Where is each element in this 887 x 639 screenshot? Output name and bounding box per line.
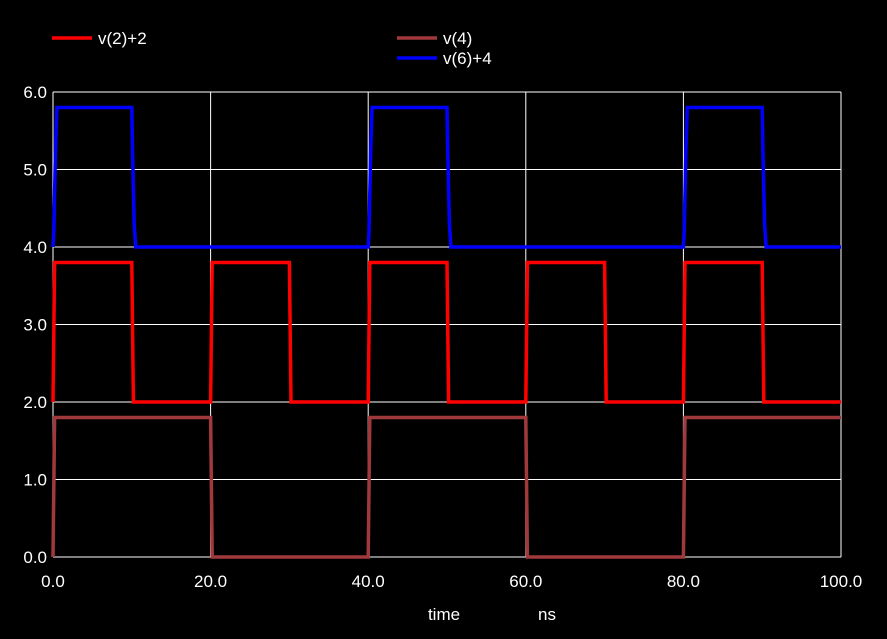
x-tick-label: 80.0 — [667, 572, 700, 591]
series-line-3 — [51, 105, 841, 249]
x-tick-label: 100.0 — [820, 572, 863, 591]
y-tick-label: 5.0 — [23, 161, 47, 180]
legend-label: v(2)+2 — [98, 29, 147, 48]
y-tick-label: 6.0 — [23, 83, 47, 102]
series-line-1 — [51, 260, 841, 404]
series-layer — [51, 105, 841, 559]
x-axis-unit: ns — [538, 605, 556, 624]
x-tick-label: 20.0 — [194, 572, 227, 591]
y-tick-label: 4.0 — [23, 238, 47, 257]
legend: v(2)+2 v(4)v(6)+4 — [52, 29, 492, 68]
y-tick-label: 0.0 — [23, 548, 47, 567]
x-tick-label: 40.0 — [352, 572, 385, 591]
x-tick-label: 60.0 — [509, 572, 542, 591]
y-tick-label: 1.0 — [23, 471, 47, 490]
tick-labels: 0.0 20.0 40.0 60.0 80.0 100.0 0.0 1.0 2.0 3.0 4.0 5… — [23, 83, 862, 591]
legend-label: v(4) — [443, 29, 472, 48]
x-tick-label: 0.0 — [41, 572, 65, 591]
legend-label: v(6)+4 — [443, 49, 492, 68]
y-tick-label: 3.0 — [23, 316, 47, 335]
y-tick-label: 2.0 — [23, 393, 47, 412]
x-axis-label: time — [428, 605, 460, 624]
series-line-2 — [51, 415, 841, 559]
